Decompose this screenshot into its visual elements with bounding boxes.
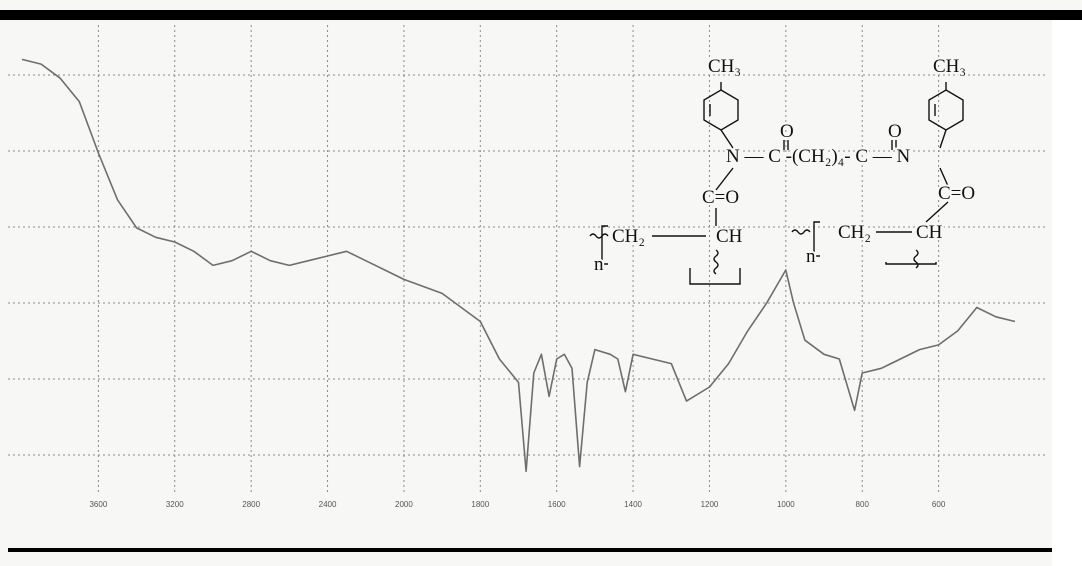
structure-label: CH — [716, 226, 743, 247]
structure-label: CH₃ — [933, 56, 966, 77]
structure-label: CH₂ — [838, 222, 871, 243]
structure-label: O — [780, 121, 794, 142]
bond — [925, 201, 949, 223]
x-tick-label: 2800 — [242, 500, 260, 509]
x-tick-label: 1400 — [624, 500, 642, 509]
x-tick-label: 1000 — [777, 500, 795, 509]
x-tick-label: 1600 — [548, 500, 566, 509]
structure: CH₃ CH₃ O O N — C -(CH₂)₄- C — N C=O C=O CH₂ CH C… — [589, 54, 977, 285]
structure-label: n — [806, 246, 816, 267]
wavy-bond — [589, 229, 919, 275]
x-tick-label: 3600 — [89, 500, 107, 509]
structure-label: CH₂ — [612, 226, 645, 247]
bond — [939, 129, 947, 149]
x-tick-label: 600 — [932, 500, 946, 509]
bottom-border — [8, 548, 1052, 552]
structure-label: C=O — [938, 183, 975, 204]
x-tick-label: 2400 — [319, 500, 337, 509]
right-margin — [1052, 20, 1082, 566]
bracket — [601, 221, 937, 285]
bond — [939, 167, 949, 187]
top-border — [0, 10, 1082, 20]
structure-label: O — [888, 121, 902, 142]
structure-label: CH — [916, 222, 943, 243]
x-tick-label: 3200 — [166, 500, 184, 509]
x-tick-label: 1800 — [471, 500, 489, 509]
spectrum-line — [21, 58, 1016, 473]
structure-label: C=O — [702, 187, 739, 208]
structure-label: n — [594, 254, 604, 275]
x-tick-label: 2000 — [395, 500, 413, 509]
x-tick-label: 1200 — [701, 500, 719, 509]
bond — [715, 167, 734, 191]
x-tick-label: 800 — [856, 500, 870, 509]
bond — [720, 129, 734, 149]
structure-label: N — C -(CH₂)₄- C — N — [726, 146, 911, 167]
structure-label: CH₃ — [708, 56, 741, 77]
